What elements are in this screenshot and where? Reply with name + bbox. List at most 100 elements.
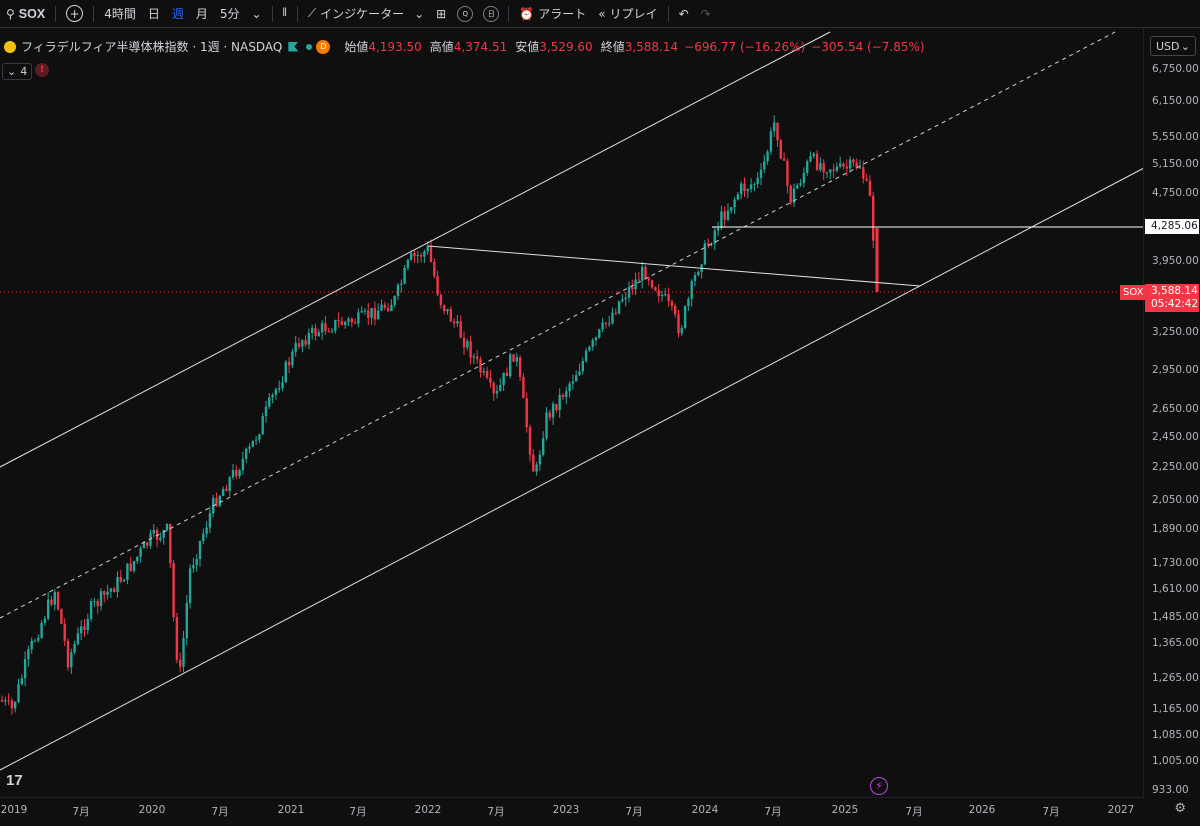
candle-body bbox=[433, 261, 436, 277]
symbol-price-tag: SOX bbox=[1120, 285, 1147, 300]
lightning-icon[interactable]: ⚡ bbox=[870, 777, 888, 795]
price-tick-label: 1,610.00 bbox=[1152, 583, 1199, 595]
candle-body bbox=[225, 488, 228, 492]
candle-body bbox=[304, 340, 307, 345]
candlestick-series bbox=[0, 115, 879, 715]
flag-icon[interactable] bbox=[288, 41, 299, 52]
templates-button[interactable]: ⊞ bbox=[430, 0, 452, 27]
candle-body bbox=[83, 626, 86, 630]
currency-selector[interactable]: USD ⌄ bbox=[1150, 36, 1196, 56]
candle-body bbox=[753, 183, 756, 185]
candle-body bbox=[740, 183, 743, 195]
candle-body bbox=[535, 464, 538, 472]
candle-body bbox=[608, 323, 611, 325]
chevron-down-icon: ⌄ bbox=[414, 6, 425, 21]
candle-body bbox=[314, 327, 317, 337]
legend-title[interactable]: フィラデルフィア半導体株指数 · 1週 · NASDAQ bbox=[21, 40, 283, 54]
candle-body bbox=[215, 497, 218, 506]
candle-body bbox=[452, 321, 456, 324]
price-tick-label: 1,165.00 bbox=[1152, 703, 1199, 715]
gear-icon[interactable]: ⚙ bbox=[1174, 801, 1186, 816]
candle-body bbox=[113, 588, 116, 593]
candle-body bbox=[291, 351, 294, 366]
candle-body bbox=[551, 403, 555, 418]
quick-search-button[interactable]: Q bbox=[452, 0, 478, 27]
candle-body bbox=[683, 306, 687, 328]
close-value: 3,588.14 bbox=[624, 39, 679, 54]
candle-body bbox=[254, 439, 258, 441]
data-badge[interactable]: D bbox=[316, 39, 331, 54]
candle-body bbox=[502, 372, 505, 386]
candle-body bbox=[832, 169, 835, 171]
separator bbox=[55, 5, 57, 22]
candle-body bbox=[462, 337, 466, 348]
interval-month[interactable]: 月 bbox=[195, 7, 208, 21]
candle-body bbox=[192, 565, 195, 569]
candle-body bbox=[756, 177, 759, 184]
time-tick-label: 7月 bbox=[625, 806, 643, 818]
candle-body bbox=[588, 346, 591, 351]
candle-body bbox=[386, 307, 390, 312]
currency-label: USD bbox=[1156, 39, 1180, 53]
interval-dropdown[interactable]: ⌄ bbox=[246, 0, 268, 27]
candle-body bbox=[532, 454, 535, 472]
trend-line[interactable] bbox=[427, 245, 921, 287]
top-toolbar: ⚲ SOX + 4時間 日 週 月 5分 ⌄ 𝍪 ⟋ インジケーター ⌄ ⊞ Q… bbox=[0, 0, 1200, 28]
candle-body bbox=[400, 283, 403, 285]
candle-body bbox=[776, 122, 779, 141]
candle-body bbox=[730, 207, 733, 211]
interval-5m[interactable]: 5分 bbox=[219, 7, 240, 21]
candle-body bbox=[647, 278, 650, 281]
candle-body bbox=[723, 211, 726, 220]
compare-button[interactable]: + bbox=[60, 0, 89, 27]
replay-label: リプレイ bbox=[609, 7, 658, 21]
candle-body bbox=[581, 361, 584, 372]
tradingview-logo-icon[interactable]: 17 bbox=[6, 772, 23, 789]
candle-body bbox=[33, 640, 37, 642]
candle-body bbox=[690, 281, 693, 299]
candle-body bbox=[716, 228, 720, 231]
symbol-search[interactable]: ⚲ SOX bbox=[0, 0, 51, 27]
channel-lower-line[interactable] bbox=[0, 167, 1144, 771]
candle-body bbox=[165, 523, 169, 531]
chevron-down-icon: ⌄ bbox=[251, 6, 262, 21]
separator bbox=[508, 5, 510, 22]
candle-body bbox=[86, 618, 89, 630]
candle-body bbox=[449, 309, 452, 322]
candle-body bbox=[584, 350, 588, 362]
candle-body bbox=[317, 332, 320, 337]
interval-day[interactable]: 日 bbox=[147, 7, 160, 21]
candle-body bbox=[720, 211, 723, 229]
replay-button[interactable]: « リプレイ bbox=[592, 0, 663, 27]
candle-body bbox=[53, 592, 56, 605]
undo-button[interactable]: ↶ bbox=[673, 0, 695, 27]
chart-canvas[interactable] bbox=[0, 28, 1144, 797]
candle-body bbox=[868, 180, 872, 196]
candle-body bbox=[644, 266, 647, 279]
price-axis[interactable]: 933.00 1,005.00 1,085.00 1,165.00 1,265.00 1,… bbox=[1143, 27, 1200, 797]
interval-4h[interactable]: 4時間 bbox=[104, 7, 136, 21]
alert-button[interactable]: ⏰ アラート bbox=[513, 0, 592, 27]
candle-body bbox=[799, 183, 802, 186]
level-price-tag: 4,285.06 bbox=[1145, 219, 1199, 234]
chart-type-button[interactable]: 𝍪 bbox=[277, 0, 293, 27]
calendar-button[interactable]: 日 bbox=[478, 0, 504, 27]
indicators-button[interactable]: ⟋ インジケーター ⌄ bbox=[302, 0, 430, 27]
candle-body bbox=[357, 312, 360, 324]
market-status-dot[interactable] bbox=[306, 43, 313, 50]
time-tick-label: 2023 bbox=[552, 804, 580, 816]
candle-body bbox=[674, 305, 677, 315]
error-badge[interactable]: ! bbox=[35, 63, 49, 77]
channel-middle-dashed-line[interactable] bbox=[0, 31, 1116, 619]
symbol-label: SOX bbox=[18, 6, 46, 21]
candle-body bbox=[228, 477, 231, 492]
indicator-collapse-toggle[interactable]: ⌄ 4 bbox=[2, 63, 33, 80]
candle-body bbox=[353, 322, 357, 324]
candle-body bbox=[185, 602, 188, 639]
channel-upper-line[interactable] bbox=[0, 31, 831, 468]
redo-button[interactable]: ↷ bbox=[695, 0, 717, 27]
candle-body bbox=[749, 184, 753, 190]
interval-week[interactable]: 週 bbox=[171, 7, 184, 21]
time-axis[interactable]: 2019 7月 2020 7月 2021 7月 2022 7月 2023 7月 2024 7月 2025… bbox=[0, 797, 1144, 826]
candle-body bbox=[485, 371, 489, 378]
